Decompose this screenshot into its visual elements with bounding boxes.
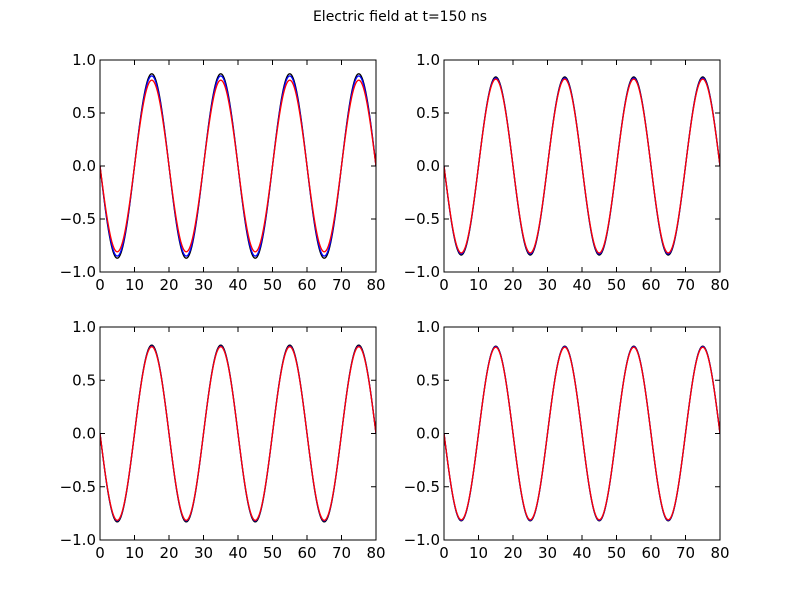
x-tick-label: 80	[366, 544, 385, 562]
x-tick-label: 30	[194, 544, 213, 562]
x-tick-label: 10	[469, 544, 488, 562]
x-tick-label: 50	[607, 544, 626, 562]
y-tick-label: −0.5	[404, 210, 440, 228]
series-group	[100, 73, 376, 259]
series-line-3	[100, 346, 376, 521]
y-tick-label: −0.5	[60, 478, 96, 496]
series-group	[444, 76, 720, 256]
subplot-4: 0 10 20 30 40 50 60 70 80 −1.0 −0.5 0.0 0.5 1.0	[404, 318, 730, 562]
figure-title: Electric field at t=150 ns	[312, 9, 488, 25]
series-group	[100, 344, 376, 523]
y-tick-label: 0.0	[72, 425, 96, 443]
x-tick-label: 0	[95, 544, 105, 562]
x-tick-label: 70	[676, 276, 695, 294]
y-tick-label: 1.0	[416, 318, 440, 336]
x-tick-label: 60	[641, 544, 660, 562]
x-tick-label: 40	[572, 544, 591, 562]
y-tick-label: 1.0	[72, 51, 96, 69]
x-tick-label: 80	[366, 276, 385, 294]
x-tick-label: 40	[228, 544, 247, 562]
x-tick-label: 80	[710, 276, 729, 294]
y-tick-label: 0.5	[416, 371, 440, 389]
x-tick-label: 60	[297, 544, 316, 562]
x-tick-label: 60	[641, 276, 660, 294]
subplot-2: 0 10 20 30 40 50 60 70 80 −1.0 −0.5 0.0 0.5 1.0	[404, 51, 730, 294]
x-tick-label: 50	[607, 276, 626, 294]
x-tick-label: 20	[159, 276, 178, 294]
y-tick-label: 0.0	[416, 157, 440, 175]
x-tick-label: 20	[503, 544, 522, 562]
x-tick-label: 10	[125, 544, 144, 562]
y-tick-label: −1.0	[404, 531, 440, 549]
y-tick-label: 0.5	[72, 371, 96, 389]
x-tick-label: 30	[194, 276, 213, 294]
x-tick-label: 70	[332, 544, 351, 562]
y-tick-label: 0.5	[416, 104, 440, 122]
subplot-1: 0 10 20 30 40 50 60 70 80 −1.0 −0.5 0.0 0.5 1.0	[60, 51, 386, 294]
x-tick-label: 0	[439, 544, 449, 562]
y-tick-label: −1.0	[60, 531, 96, 549]
subplot-3: 0 10 20 30 40 50 60 70 80 −1.0 −0.5 0.0 0.5 1.0	[60, 318, 386, 562]
series-line-3	[444, 78, 720, 254]
x-tick-label: 70	[676, 544, 695, 562]
x-tick-label: 60	[297, 276, 316, 294]
y-tick-label: −1.0	[404, 263, 440, 281]
y-tick-label: −0.5	[404, 478, 440, 496]
x-tick-label: 20	[503, 276, 522, 294]
series-line-3	[100, 79, 376, 253]
y-tick-label: 0.0	[416, 425, 440, 443]
x-tick-label: 0	[439, 276, 449, 294]
y-tick-label: 1.0	[72, 318, 96, 336]
series-line-3	[444, 346, 720, 521]
x-tick-label: 30	[538, 276, 557, 294]
x-tick-label: 10	[125, 276, 144, 294]
y-tick-label: 0.0	[72, 157, 96, 175]
x-tick-label: 40	[572, 276, 591, 294]
x-tick-label: 30	[538, 544, 557, 562]
x-tick-label: 10	[469, 276, 488, 294]
x-tick-label: 50	[263, 276, 282, 294]
x-tick-label: 40	[228, 276, 247, 294]
x-tick-label: 80	[710, 544, 729, 562]
x-tick-label: 0	[95, 276, 105, 294]
x-tick-label: 20	[159, 544, 178, 562]
y-tick-label: −0.5	[60, 210, 96, 228]
x-tick-label: 70	[332, 276, 351, 294]
y-tick-label: 0.5	[72, 104, 96, 122]
x-tick-label: 50	[263, 544, 282, 562]
series-group	[444, 345, 720, 522]
y-tick-label: −1.0	[60, 263, 96, 281]
y-tick-label: 1.0	[416, 51, 440, 69]
